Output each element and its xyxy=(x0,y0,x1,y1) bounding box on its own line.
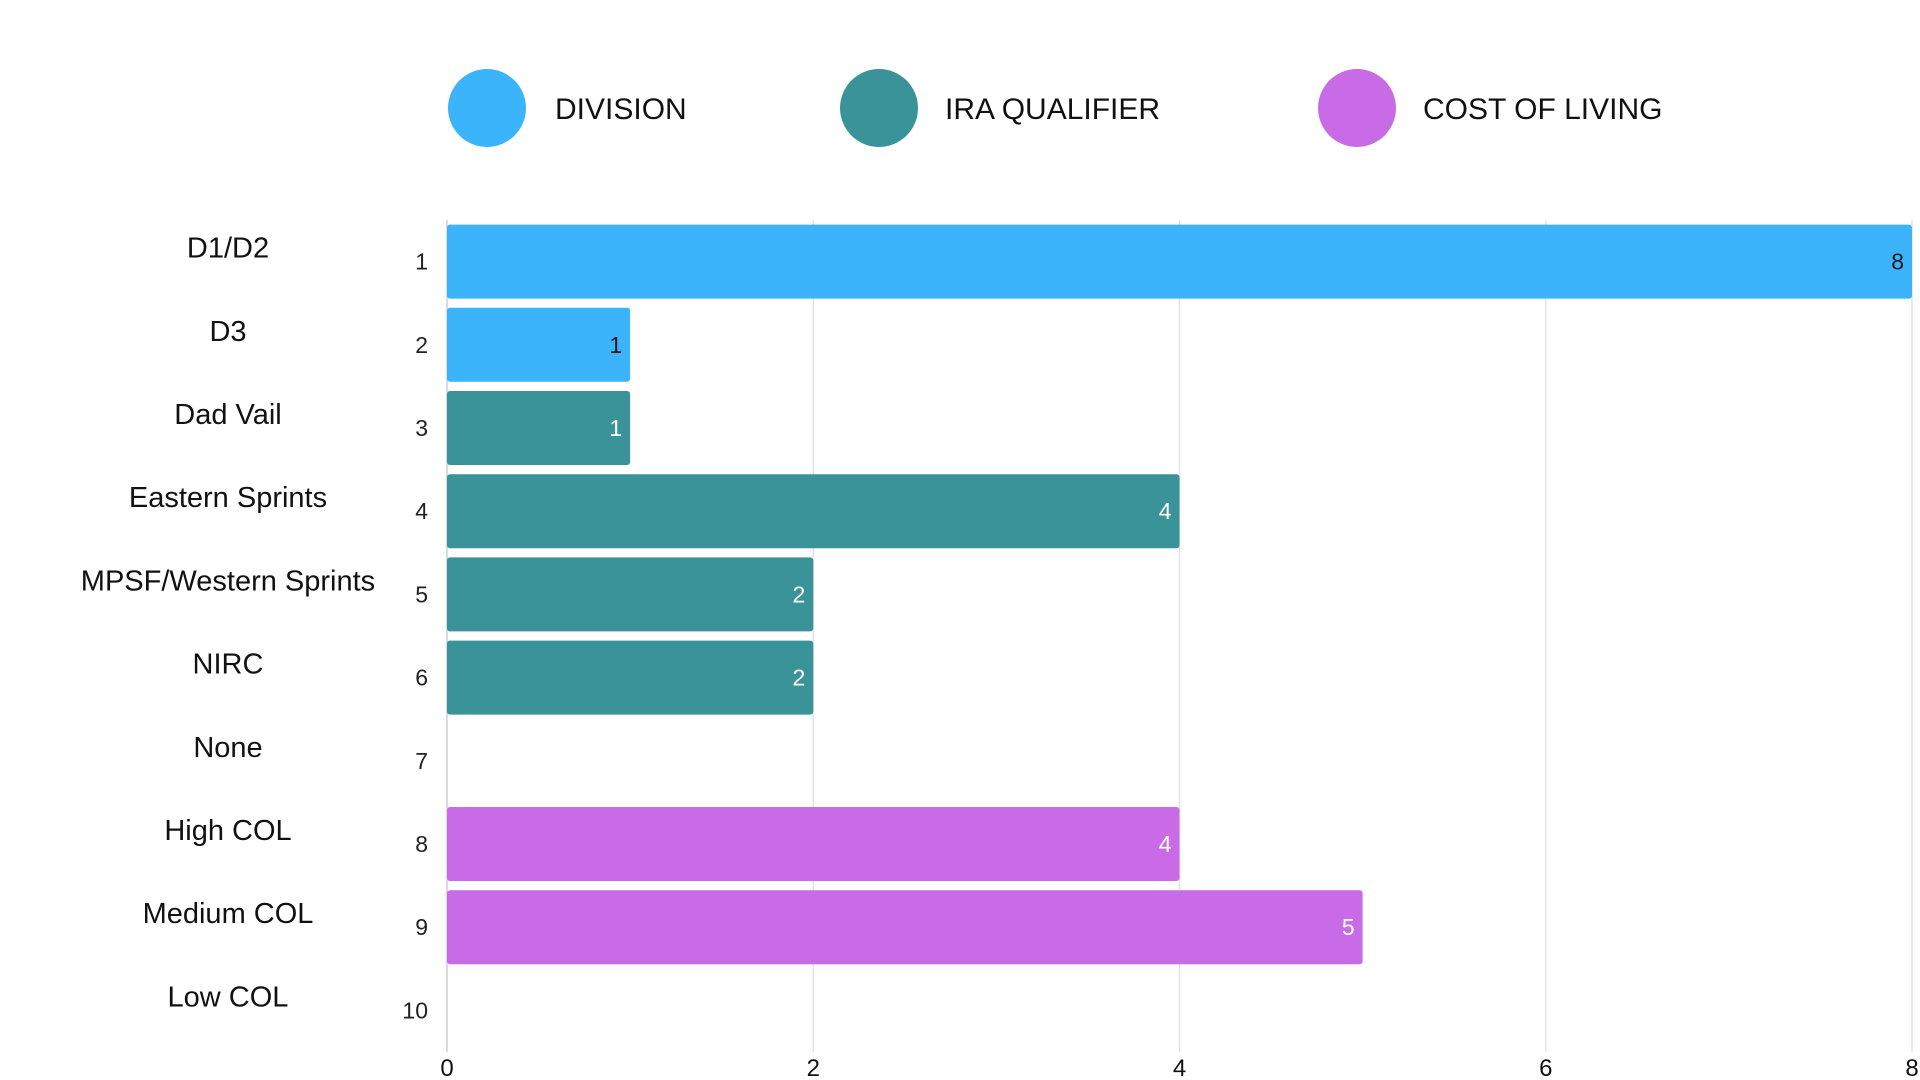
x-tick-label: 2 xyxy=(807,1055,820,1080)
legend-item: DIVISION xyxy=(448,69,687,147)
legend: DIVISION IRA QUALIFIER COST OF LIVING xyxy=(448,69,1663,147)
bars: 8 1 1 4 2 2 4 5 xyxy=(447,224,1912,965)
bar-value-label: 2 xyxy=(792,581,805,607)
legend-label: COST OF LIVING xyxy=(1423,93,1663,126)
row-index-label: 9 xyxy=(415,914,428,940)
row-index-label: 7 xyxy=(415,748,428,774)
bar xyxy=(447,890,1363,965)
bar xyxy=(447,474,1180,549)
bar xyxy=(447,640,814,715)
bar xyxy=(447,224,1912,299)
category-labels: D1/D2 D3 Dad Vail Eastern Sprints MPSF/Weste… xyxy=(81,233,375,1014)
x-tick-label: 0 xyxy=(440,1055,453,1080)
bar xyxy=(447,557,814,632)
bar-value-label: 4 xyxy=(1159,498,1172,524)
legend-swatch xyxy=(448,69,526,147)
legend-swatch xyxy=(1318,69,1396,147)
bar-value-label: 1 xyxy=(609,415,622,441)
category-label: None xyxy=(193,732,262,764)
legend-label: DIVISION xyxy=(555,93,687,126)
row-index-labels: 1 2 3 4 5 6 7 8 9 10 xyxy=(402,249,428,1024)
legend-item: COST OF LIVING xyxy=(1318,69,1663,147)
category-label: Eastern Sprints xyxy=(129,482,327,514)
row-index-label: 4 xyxy=(415,498,428,524)
bar xyxy=(447,307,631,382)
bar-value-label: 5 xyxy=(1342,914,1355,940)
category-label: D3 xyxy=(209,316,246,348)
x-tick-label: 8 xyxy=(1905,1055,1918,1080)
x-tick-label: 4 xyxy=(1173,1055,1186,1080)
row-index-label: 3 xyxy=(415,415,428,441)
x-axis-tick-labels: 0 2 4 6 8 xyxy=(440,1055,1918,1080)
row-index-label: 10 xyxy=(402,997,428,1023)
category-label: High COL xyxy=(164,815,291,847)
legend-label: IRA QUALIFIER xyxy=(945,93,1160,126)
bar xyxy=(447,807,1180,881)
row-index-label: 2 xyxy=(415,332,428,358)
row-index-label: 1 xyxy=(415,249,428,275)
category-label: D1/D2 xyxy=(187,233,269,265)
legend-swatch xyxy=(840,69,918,147)
category-label: MPSF/Western Sprints xyxy=(81,565,375,597)
category-label: Dad Vail xyxy=(174,399,281,431)
bar xyxy=(447,391,631,465)
bar-value-label: 8 xyxy=(1891,249,1904,275)
bar-value-label: 2 xyxy=(792,665,805,691)
row-index-label: 5 xyxy=(415,581,428,607)
row-index-label: 6 xyxy=(415,665,428,691)
category-label: NIRC xyxy=(193,649,264,681)
category-label: Low COL xyxy=(168,981,289,1013)
x-tick-label: 6 xyxy=(1539,1055,1552,1080)
row-index-label: 8 xyxy=(415,831,428,857)
bar-value-label: 1 xyxy=(609,332,622,358)
category-label: Medium COL xyxy=(143,898,314,930)
bar-value-label: 4 xyxy=(1159,831,1172,857)
legend-item: IRA QUALIFIER xyxy=(840,69,1160,147)
